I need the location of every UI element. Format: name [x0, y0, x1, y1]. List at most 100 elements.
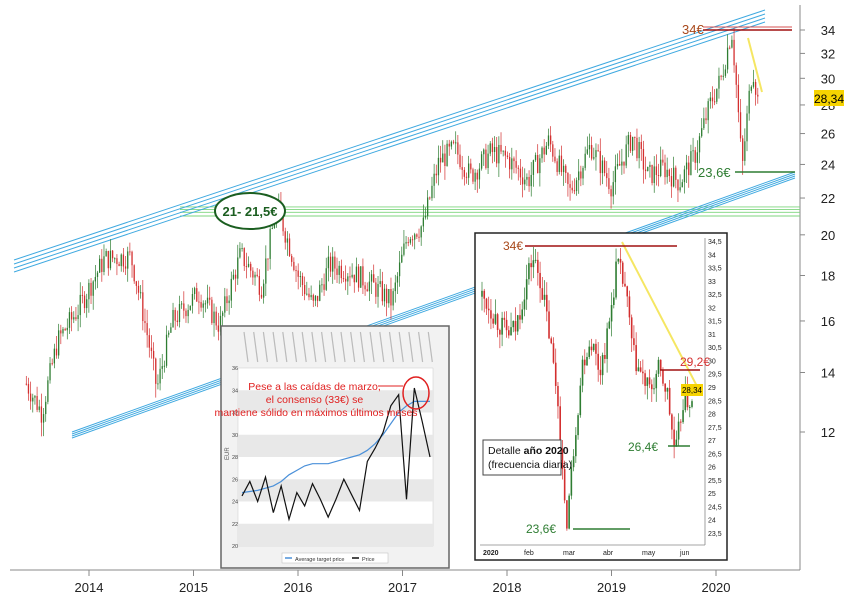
consensus-date-tick	[340, 331, 346, 363]
y-tick-label: 16	[821, 314, 835, 329]
candle	[88, 282, 90, 300]
detail-caption-box	[482, 439, 562, 476]
candle	[243, 248, 245, 267]
candle	[232, 274, 235, 279]
candle	[260, 294, 263, 298]
candle	[519, 168, 522, 178]
candle	[70, 312, 73, 320]
candle	[49, 363, 51, 381]
x-tick-label: 2018	[493, 580, 522, 595]
candle	[152, 350, 155, 359]
candle	[306, 293, 308, 295]
detail-candle	[588, 346, 591, 357]
candle	[217, 325, 219, 332]
candle	[32, 397, 34, 402]
y-tick-label: 24	[821, 157, 835, 172]
candle	[711, 97, 714, 102]
candle	[293, 261, 295, 271]
detail-candle	[633, 338, 635, 346]
detail-caption-subtitle: (frecuencia diaria)	[488, 459, 572, 471]
candle	[463, 169, 465, 177]
candle	[379, 281, 381, 285]
channel-lower-line	[71, 175, 796, 437]
detail-candle	[597, 353, 599, 370]
candle	[754, 81, 757, 95]
detail-candle	[608, 321, 611, 329]
candle	[720, 75, 722, 77]
candle	[51, 363, 53, 365]
candle	[254, 274, 256, 278]
x-tick-label: 2020	[702, 580, 731, 595]
x-tick-label: 2019	[597, 580, 626, 595]
candle	[133, 265, 135, 282]
candle	[696, 152, 699, 163]
candle	[81, 294, 84, 296]
detail-candle	[485, 298, 488, 309]
detail-candle	[557, 385, 559, 407]
detail-y-ticks: 34,5 34 33,5 33 32,5 32 31,5 31 30,5 30 29,5 29 28,5…	[708, 239, 722, 538]
candle	[118, 264, 120, 267]
candle	[68, 312, 71, 328]
candle	[198, 301, 200, 303]
candle	[677, 179, 679, 191]
candle	[25, 383, 27, 385]
candle	[83, 295, 86, 309]
detail-candle	[552, 343, 555, 363]
candle	[640, 141, 642, 149]
candle	[414, 234, 416, 240]
candle	[457, 142, 459, 155]
detail-candle	[646, 377, 649, 386]
candle	[739, 112, 742, 139]
candle	[368, 281, 371, 292]
detail-candle	[528, 263, 530, 280]
candle	[744, 141, 746, 161]
candle	[299, 276, 301, 278]
candle	[452, 141, 455, 143]
channel-upper-line	[13, 9, 766, 261]
candle	[726, 47, 729, 70]
candle	[509, 156, 511, 170]
candle	[73, 317, 75, 320]
detail-candle	[613, 297, 615, 306]
consensus-band	[238, 390, 433, 413]
candle	[480, 154, 483, 169]
detail-candle	[621, 262, 624, 284]
candle	[295, 270, 297, 272]
consensus-band	[238, 434, 433, 457]
candle	[53, 348, 56, 364]
detail-candle	[606, 328, 608, 359]
candle	[122, 254, 125, 267]
candle	[698, 136, 701, 153]
candle	[442, 153, 444, 163]
candle	[554, 156, 556, 162]
trend-channel	[13, 9, 796, 439]
consensus-y-tick-label: 28	[232, 455, 238, 461]
candle	[27, 383, 30, 394]
candle	[271, 227, 273, 229]
consensus-date-tick	[408, 331, 414, 363]
candle	[396, 276, 399, 283]
candle	[92, 281, 94, 296]
candle	[200, 302, 202, 308]
candle	[364, 285, 366, 290]
last-price-box	[814, 90, 844, 106]
x-tick-label: 2017	[388, 580, 417, 595]
candle	[161, 366, 163, 369]
detail-candle	[626, 286, 629, 297]
candle	[623, 161, 625, 166]
consensus-y-tick-label: 34	[232, 388, 238, 394]
candle	[60, 330, 62, 334]
x-tick-label: 2014	[75, 580, 104, 595]
detail-candle	[595, 343, 597, 354]
consensus-y-ticks: 36 34 32 30 28 26 24 22 20	[232, 366, 238, 550]
candle	[137, 285, 140, 293]
candle	[586, 149, 588, 154]
y-tick-label: 30	[821, 71, 835, 86]
candle	[107, 251, 109, 269]
candle	[468, 163, 470, 178]
y-tick-label: 20	[821, 228, 835, 243]
candle	[530, 174, 532, 187]
candle	[593, 157, 595, 159]
consensus-date-ticks	[243, 331, 433, 363]
candle	[634, 136, 636, 138]
